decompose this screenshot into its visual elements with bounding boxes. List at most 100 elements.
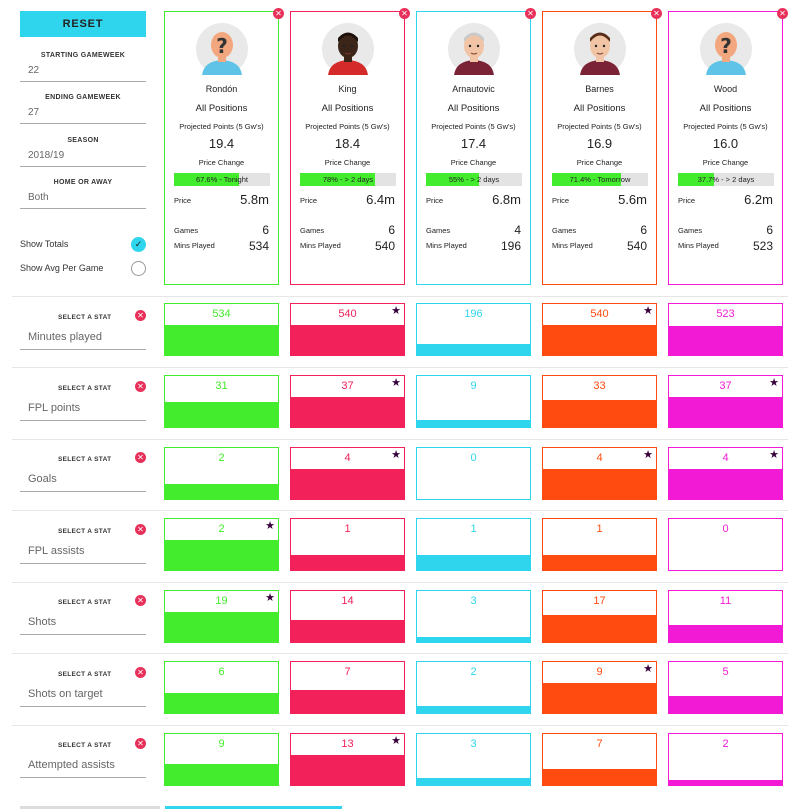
projected-points-value: 16.0 xyxy=(712,136,739,151)
price-label: Price xyxy=(552,196,570,205)
price-change-label: Price Change xyxy=(576,158,623,167)
stat-fill xyxy=(165,325,278,355)
svg-text:?: ? xyxy=(720,34,732,58)
stat-fill xyxy=(291,397,404,427)
stat-value: 19 xyxy=(215,595,228,607)
row-divider xyxy=(12,653,788,654)
price-change-fill xyxy=(426,173,479,186)
projected-points-label: Projected Points (5 Gw's) xyxy=(683,122,768,131)
stat-box: 540 ★ xyxy=(290,303,405,356)
stat-box: 7 xyxy=(290,661,405,714)
stat-value: 31 xyxy=(215,380,228,392)
star-icon: ★ xyxy=(769,449,779,461)
select-stat-label: SELECT A STAT xyxy=(58,742,112,749)
stat-select[interactable]: Shots xyxy=(20,616,146,635)
player-position: All Positions xyxy=(321,103,374,114)
stat-box: 7 xyxy=(542,733,657,786)
home-or-away-select[interactable]: Both xyxy=(20,192,146,209)
stat-box: 11 xyxy=(668,590,783,643)
price-change-fill xyxy=(174,173,239,186)
stat-value: 2 xyxy=(470,666,477,678)
games-label: Games xyxy=(174,226,199,235)
player-name: Barnes xyxy=(585,84,614,94)
starting-gameweek-select[interactable]: 22 xyxy=(20,65,146,82)
remove-player-icon[interactable]: ✕ xyxy=(273,8,284,19)
price-change-label: Price Change xyxy=(324,158,371,167)
bottom-scrollbar-track xyxy=(20,806,160,809)
stat-select[interactable]: Minutes played xyxy=(20,331,146,350)
check-icon[interactable]: ✓ xyxy=(131,236,146,252)
player-name: King xyxy=(338,84,357,94)
remove-stat-icon[interactable]: ✕ xyxy=(135,381,146,392)
stat-box: 4 ★ xyxy=(542,447,657,500)
player-position: All Positions xyxy=(573,103,626,114)
remove-stat-icon[interactable]: ✕ xyxy=(135,310,146,321)
stat-fill xyxy=(291,469,404,499)
stat-fill xyxy=(543,769,656,785)
remove-player-icon[interactable]: ✕ xyxy=(651,8,662,19)
remove-player-icon[interactable]: ✕ xyxy=(399,8,410,19)
mins-played-value: 540 xyxy=(374,239,395,253)
bottom-scrollbar-thumb[interactable] xyxy=(165,806,342,809)
remove-stat-icon[interactable]: ✕ xyxy=(135,667,146,678)
stat-box: 5 xyxy=(668,661,783,714)
remove-player-icon[interactable]: ✕ xyxy=(525,8,536,19)
select-stat-label: SELECT A STAT xyxy=(58,528,112,535)
mins-played-value: 534 xyxy=(248,239,269,253)
star-icon: ★ xyxy=(391,449,401,461)
stat-fill xyxy=(165,612,278,642)
stat-select[interactable]: Goals xyxy=(20,473,146,492)
player-card: ✕ Arnautovic All Positions Projected Poi… xyxy=(416,8,536,285)
remove-player-icon[interactable]: ✕ xyxy=(777,8,788,19)
projected-points-value: 18.4 xyxy=(334,136,361,151)
player-card: ✕ King All Positions Projected Points (5… xyxy=(290,8,410,285)
stat-select[interactable]: FPL assists xyxy=(20,545,146,564)
show-avg-toggle[interactable]: Show Avg Per Game xyxy=(20,259,146,277)
ending-gameweek-select[interactable]: 27 xyxy=(20,107,146,124)
season-select[interactable]: 2018/19 xyxy=(20,150,146,167)
stat-value: 540 xyxy=(590,308,609,320)
stat-fill xyxy=(165,402,278,427)
star-icon: ★ xyxy=(391,305,401,317)
stat-value: 0 xyxy=(722,523,729,535)
price-value: 6.4m xyxy=(366,192,395,207)
stat-value: 11 xyxy=(719,595,732,607)
stat-selector: SELECT A STAT ✕ Attempted assists xyxy=(20,738,146,778)
remove-stat-icon[interactable]: ✕ xyxy=(135,738,146,749)
stat-select[interactable]: Attempted assists xyxy=(20,759,146,778)
projected-points-label: Projected Points (5 Gw's) xyxy=(431,122,516,131)
star-icon: ★ xyxy=(769,377,779,389)
price-change-bar: 78% - > 2 days xyxy=(300,173,396,186)
remove-stat-icon[interactable]: ✕ xyxy=(135,524,146,535)
star-icon: ★ xyxy=(265,520,275,532)
games-label: Games xyxy=(552,226,577,235)
stat-select[interactable]: FPL points xyxy=(20,402,146,421)
stat-box: 33 xyxy=(542,375,657,428)
stat-fill xyxy=(291,555,404,570)
ending-gameweek-label: ENDING GAMEWEEK xyxy=(45,94,121,101)
stat-fill xyxy=(543,469,656,499)
radio-empty-icon[interactable] xyxy=(131,260,146,276)
stat-select[interactable]: Shots on target xyxy=(20,688,146,707)
stat-fill xyxy=(165,693,278,713)
stat-fill xyxy=(165,484,278,499)
games-value: 4 xyxy=(514,223,521,237)
price-label: Price xyxy=(174,196,192,205)
stat-value: 3 xyxy=(470,738,477,750)
price-label: Price xyxy=(426,196,444,205)
star-icon: ★ xyxy=(391,377,401,389)
star-icon: ★ xyxy=(391,735,401,747)
remove-stat-icon[interactable]: ✕ xyxy=(135,595,146,606)
stat-value: 4 xyxy=(344,452,351,464)
games-label: Games xyxy=(300,226,325,235)
stat-fill xyxy=(417,555,530,570)
player-position: All Positions xyxy=(699,103,752,114)
row-divider xyxy=(12,582,788,583)
remove-stat-icon[interactable]: ✕ xyxy=(135,452,146,463)
stat-value: 1 xyxy=(344,523,351,535)
stat-box: 1 xyxy=(542,518,657,571)
stat-value: 3 xyxy=(470,595,477,607)
reset-button[interactable]: RESET xyxy=(20,11,146,37)
show-totals-toggle[interactable]: Show Totals ✓ xyxy=(20,235,146,253)
select-stat-label: SELECT A STAT xyxy=(58,385,112,392)
